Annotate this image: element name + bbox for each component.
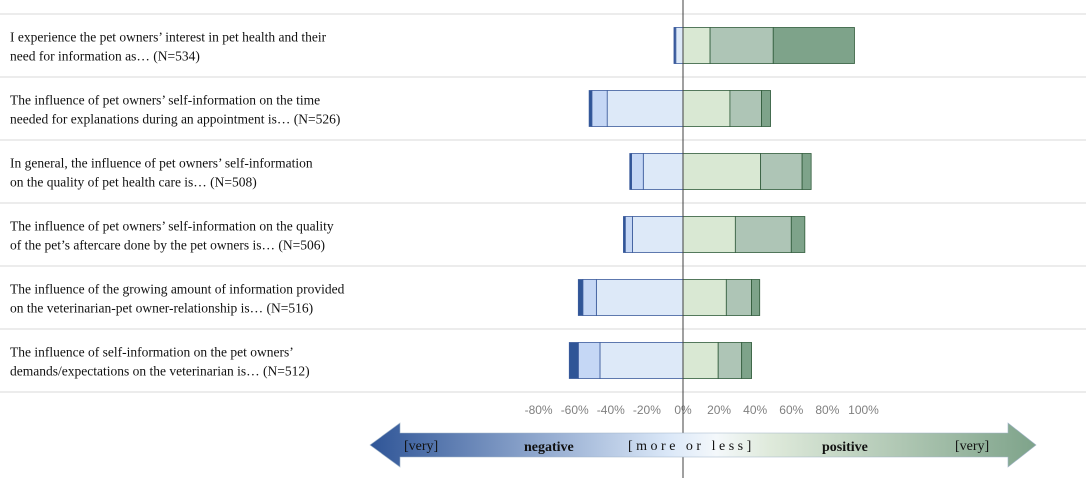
x-tick-label: 20% [707,403,731,417]
bar-segment-positive [725,279,752,316]
bar-segment-positive [717,342,743,379]
legend-more-or-less: [ m o r e o r l e s s ] [628,439,751,454]
bar-segment-negative [631,153,644,190]
x-axis-ticks: -80% -60% -40% -20% 0% 20% 40% 60% 80% 100% [525,403,880,417]
bar-segment-negative [582,279,597,316]
bar-segment-negative-more-or-less [632,216,684,253]
x-tick-label: -60% [561,403,589,417]
bar-segment-very-positive [741,342,752,379]
x-tick-label: -20% [633,403,661,417]
legend-positive: positive [822,440,868,455]
question-label-line2: of the pet’s aftercare done by the pet o… [10,238,325,253]
bar-segment-positive-more-or-less [682,279,727,316]
bar-segment-positive-more-or-less [682,90,731,127]
x-tick-label: -40% [597,403,625,417]
bar-segment-very-negative [568,342,579,379]
bar-segment-very-negative [588,90,593,127]
question-label-line2: on the veterinarian-pet owner-relationsh… [10,301,313,316]
row-separators [0,13,1086,393]
bar-segment-positive-more-or-less [682,216,736,253]
bar-segment-positive-more-or-less [682,153,762,190]
bar-segment-very-negative [673,27,676,64]
question-label-line2: demands/expectations on the veterinarian… [10,364,310,379]
bar-segments [568,27,855,379]
bar-segment-very-negative [577,279,584,316]
x-tick-label: 60% [779,403,803,417]
bar-segment-positive-more-or-less [682,27,711,64]
bar-segment-negative-more-or-less [595,279,684,316]
x-tick-label: 40% [743,403,767,417]
legend-negative: negative [524,440,574,455]
bar-segment-positive [760,153,803,190]
bar-segment-negative-more-or-less [675,27,684,64]
bar-segment-positive [734,216,792,253]
bar-segment-negative-more-or-less [642,153,684,190]
question-label-line2: on the quality of pet health care is… (N… [10,175,257,190]
question-label-line2: needed for explanations during an appoin… [10,112,340,127]
legend-very-right: [very] [955,439,989,454]
bar-segment-very-positive [801,153,812,190]
bar-segment-negative [577,342,601,379]
legend-very-left: [very] [404,439,438,454]
bar-segment-very-positive [761,90,771,127]
question-labels: I experience the pet owners’ interest in… [10,30,345,379]
question-label-line1: I experience the pet owners’ interest in… [10,30,327,45]
question-label-line2: need for information as… (N=534) [10,49,200,64]
bar-segment-very-positive [772,27,855,64]
bar-segment-negative [591,90,608,127]
bar-segment-positive-more-or-less [682,342,719,379]
bar-segment-negative [624,216,633,253]
bar-segment-very-negative [623,216,626,253]
question-label-line1: The influence of self-information on the… [10,345,294,360]
bar-segment-positive [709,27,774,64]
question-label-line1: The influence of pet owners’ self-inform… [10,219,334,234]
legend-arrow: [very] negative [ m o r e o r l e s s ] … [369,422,1037,468]
bar-segment-very-positive [751,279,761,316]
bar-segment-very-negative [629,153,632,190]
x-tick-label: -80% [525,403,553,417]
x-tick-label: 100% [848,403,879,417]
bar-segment-very-positive [790,216,806,253]
question-label-line1: The influence of pet owners’ self-inform… [10,93,320,108]
question-label-line1: In general, the influence of pet owners’… [10,156,313,171]
question-label-line1: The influence of the growing amount of i… [10,282,345,297]
bar-segment-positive [729,90,762,127]
legend-arrow-shape [369,422,1037,468]
x-tick-label: 80% [815,403,839,417]
bar-segment-negative-more-or-less [599,342,684,379]
bar-segment-negative-more-or-less [606,90,684,127]
